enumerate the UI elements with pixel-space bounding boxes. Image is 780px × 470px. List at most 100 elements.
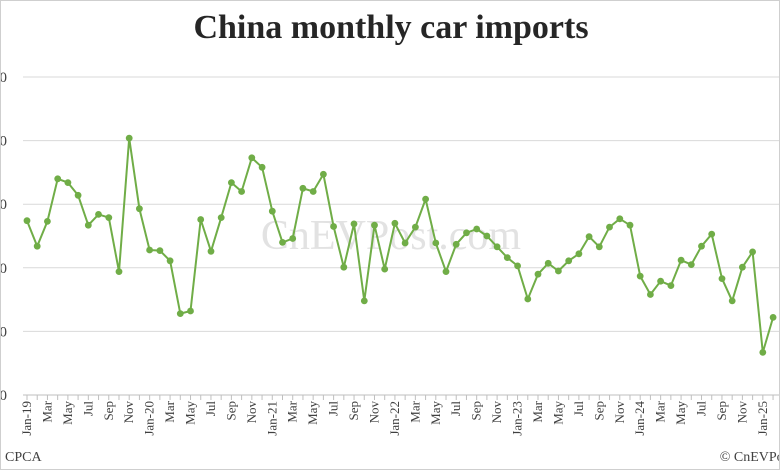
x-tick-label: May — [428, 401, 443, 425]
data-point — [544, 259, 552, 267]
data-point — [524, 295, 532, 303]
data-point — [749, 248, 756, 256]
x-tick-label: Mar — [39, 400, 54, 422]
data-point — [350, 220, 358, 228]
x-tick-label: May — [183, 400, 198, 424]
x-tick-label: Jan-21 — [264, 401, 279, 436]
data-point — [248, 154, 256, 162]
data-point — [176, 310, 184, 317]
x-tick-label: May — [305, 401, 320, 425]
data-point — [739, 263, 746, 271]
source-label: CPCA — [5, 450, 42, 465]
x-tick-label: May — [673, 401, 688, 425]
data-point — [125, 134, 133, 142]
data-point — [258, 163, 266, 171]
data-point — [493, 243, 501, 251]
data-point — [585, 233, 593, 241]
x-tick-label: Nov — [489, 400, 504, 423]
data-point — [44, 218, 51, 225]
y-tick-label: 00 — [1, 197, 7, 213]
x-tick-label: Jan-24 — [632, 401, 647, 436]
data-point — [279, 239, 286, 246]
data-point — [595, 243, 603, 251]
data-point — [54, 175, 62, 183]
data-point — [555, 267, 562, 275]
gridlines — [23, 76, 779, 332]
x-tick-label: Jul — [326, 401, 341, 417]
data-point — [115, 268, 123, 275]
x-tick-label: Jan-23 — [510, 401, 525, 436]
data-point — [197, 216, 205, 223]
data-point — [289, 235, 297, 242]
data-point — [64, 179, 72, 187]
data-point — [698, 242, 705, 250]
series-points — [23, 134, 777, 356]
x-tick-label: Mar — [653, 400, 668, 422]
data-point — [166, 257, 174, 265]
x-tick-label: Mar — [530, 400, 545, 422]
data-point — [534, 270, 542, 278]
data-point — [677, 256, 685, 264]
y-tick-label: 00 — [1, 70, 7, 86]
data-point — [360, 297, 368, 305]
x-tick-label: May — [550, 400, 565, 424]
data-point — [412, 223, 419, 231]
data-point — [514, 262, 521, 270]
data-point — [299, 184, 307, 192]
y-axis-tick-labels: 00 00 00 00 00 00 — [1, 70, 7, 404]
data-point — [23, 217, 31, 225]
data-point — [238, 188, 246, 195]
data-point — [84, 221, 92, 229]
x-tick-label: Sep — [223, 401, 238, 421]
data-point — [687, 261, 695, 268]
data-point — [309, 188, 317, 195]
data-point — [606, 223, 613, 231]
x-tick-label: Jul — [694, 401, 709, 417]
data-point — [708, 230, 716, 238]
data-point — [647, 291, 654, 298]
x-tick-label: Jul — [203, 401, 218, 417]
data-point — [217, 214, 225, 222]
data-point — [391, 219, 399, 227]
data-point — [156, 247, 164, 255]
x-tick-label: Jul — [571, 401, 586, 417]
data-point — [74, 191, 82, 199]
x-tick-label: Sep — [591, 401, 606, 421]
x-tick-label: Sep — [714, 401, 729, 421]
data-point — [503, 254, 511, 261]
x-axis-tick-labels: Jan-19 Mar May Jul Sep Nov Jan-20 Mar May Jul Sep N… — [19, 400, 770, 435]
y-tick-label: 00 — [1, 134, 7, 150]
data-point — [657, 277, 664, 285]
data-point — [268, 207, 276, 215]
x-tick-label: Nov — [244, 400, 259, 423]
y-tick-label: 00 — [1, 324, 7, 340]
data-point — [330, 223, 337, 230]
data-point — [228, 179, 235, 187]
data-point — [626, 221, 634, 229]
data-point — [371, 221, 378, 229]
data-point — [636, 272, 644, 280]
data-point — [473, 225, 481, 233]
data-point — [33, 242, 41, 250]
x-tick-label: Nov — [612, 401, 627, 424]
x-tick-label: Nov — [121, 401, 136, 424]
data-point — [728, 297, 736, 305]
data-point — [769, 314, 777, 321]
x-tick-label: Mar — [407, 400, 422, 422]
data-point — [442, 268, 450, 275]
data-point — [105, 214, 113, 222]
x-tick-label: Mar — [285, 400, 300, 422]
y-tick-label: 00 — [1, 388, 7, 404]
credit-label: © CnEVPost — [719, 450, 779, 465]
data-point — [452, 240, 460, 248]
data-point — [718, 275, 726, 282]
data-point — [320, 170, 327, 178]
data-point — [759, 349, 767, 356]
x-tick-label: Mar — [162, 400, 177, 422]
chart-title: China monthly car imports — [193, 9, 589, 46]
data-point — [565, 257, 573, 265]
data-point — [207, 247, 215, 255]
x-tick-label: Nov — [734, 401, 749, 424]
